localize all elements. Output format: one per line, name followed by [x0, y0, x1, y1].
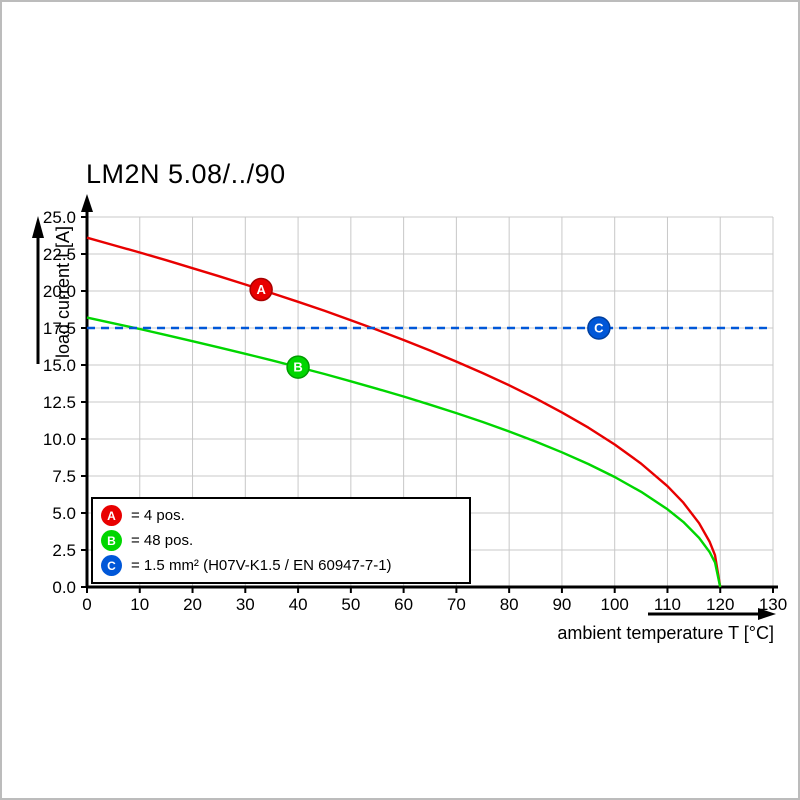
y-tick-label: 17.5 [43, 319, 76, 338]
x-tick-label: 20 [183, 595, 202, 614]
y-tick-label: 12.5 [43, 393, 76, 412]
marker-letter-b: B [293, 360, 302, 375]
curve-a [86, 236, 722, 588]
legend-item-b: B = 48 pos. [101, 530, 461, 551]
x-tick-label: 60 [394, 595, 413, 614]
curve-b [86, 316, 722, 588]
x-tick-label: 30 [236, 595, 255, 614]
x-tick-label: 120 [706, 595, 734, 614]
x-tick-label: 110 [654, 595, 681, 614]
y-tick-label: 7.5 [52, 467, 76, 486]
y-tick-label: 5.0 [52, 504, 76, 523]
y-tick-label: 15.0 [43, 356, 76, 375]
y-tick-label: 2.5 [52, 541, 76, 560]
y-label-arrow-head [32, 216, 44, 238]
legend-marker-c: C [101, 555, 122, 576]
marker-c [587, 316, 611, 340]
x-tick-label: 0 [82, 595, 91, 614]
x-tick-label: 70 [447, 595, 466, 614]
x-tick-label: 50 [341, 595, 360, 614]
y-tick-label: 22.5 [43, 245, 76, 264]
x-axis-title: ambient temperature T [°C] [557, 623, 774, 643]
y-axis-arrowhead [81, 194, 93, 212]
x-tick-label: 130 [759, 595, 787, 614]
x-tick-label: 40 [289, 595, 308, 614]
x-label-arrow-head [758, 608, 776, 620]
legend-marker-a: A [101, 505, 122, 526]
chart-title: LM2N 5.08/../90 [86, 159, 286, 189]
y-axis-title: load current I [A] [53, 226, 73, 358]
legend-label-a: = 4 pos. [131, 507, 185, 524]
y-tick-label: 10.0 [43, 430, 76, 449]
legend-marker-b: B [101, 530, 122, 551]
legend-label-c: = 1.5 mm² (H07V-K1.5 / EN 60947-7-1) [131, 557, 392, 574]
x-tick-label: 80 [500, 595, 519, 614]
legend-label-b: = 48 pos. [131, 532, 194, 549]
marker-letter-c: C [594, 321, 604, 336]
marker-letter-a: A [256, 282, 266, 297]
y-tick-label: 20.0 [43, 282, 76, 301]
legend-item-c: C = 1.5 mm² (H07V-K1.5 / EN 60947-7-1) [101, 555, 461, 576]
x-tick-label: 10 [130, 595, 149, 614]
y-tick-label: 0.0 [52, 578, 76, 597]
legend-item-a: A = 4 pos. [101, 505, 461, 526]
x-tick-label: 100 [601, 595, 629, 614]
chart-legend: A = 4 pos. B = 48 pos. C = 1.5 mm² (H07V… [91, 497, 471, 584]
y-tick-label: 25.0 [43, 208, 76, 227]
marker-a [249, 277, 273, 302]
x-tick-label: 90 [552, 595, 571, 614]
marker-b [286, 355, 310, 379]
